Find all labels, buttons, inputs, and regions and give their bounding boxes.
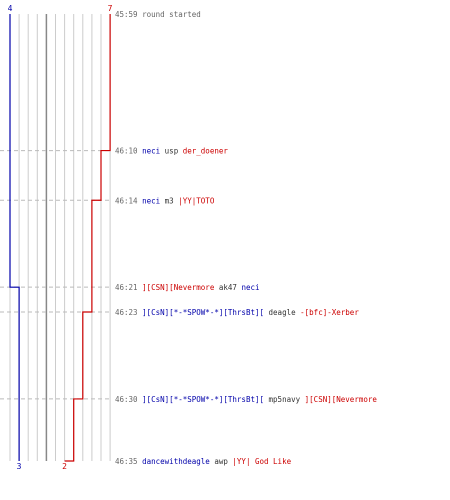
event-weapon: awp [214,457,228,466]
event-time: 46:30 [115,395,138,404]
event-weapon: deagle [269,308,297,317]
blue-team-alive-line [9,14,20,461]
event-row: 45:59 round started [115,10,201,19]
event-time: 46:21 [115,283,138,292]
event-victim: neci [241,283,259,292]
event-killer: ][CsN][*-*SPOW*-*][ThrsBt][ [142,395,264,404]
event-victim: ][CSN][Nevermore [305,395,378,404]
event-row: 46:35 dancewithdeagle awp |YY| God Like [115,457,292,466]
event-victim: |YY| God Like [232,457,291,466]
event-weapon: mp5navy [269,395,301,404]
event-row: 46:21 ][CSN][Nevermore ak47 neci [115,283,260,292]
red-team-alive-line [64,14,111,462]
event-killer: neci [142,196,160,205]
event-row: 46:14 neci m3 |YY|TOTO [115,196,215,205]
red-end-count: 2 [62,462,67,471]
event-time: 46:23 [115,308,138,317]
red-start-count: 7 [108,4,113,13]
event-killer: neci [142,147,160,156]
event-weapon: usp [165,147,179,156]
event-time: 45:59 [115,10,138,19]
event-victim: |YY|TOTO [178,196,215,205]
event-killer: dancewithdeagle [142,457,210,466]
event-killer: ][CSN][Nevermore [142,283,215,292]
event-victim: -[bfc]-Xerber [300,308,359,317]
event-weapon: m3 [165,196,174,205]
event-row: 46:10 neci usp der_doener [115,147,228,156]
event-killer: ][CsN][*-*SPOW*-*][ThrsBt][ [142,308,264,317]
event-time: 46:10 [115,147,138,156]
event-list: 45:59 round started 46:10 neci usp der_do… [115,10,377,466]
blue-end-count: 3 [17,462,22,471]
event-time: 46:14 [115,196,138,205]
event-victim: der_doener [183,147,229,156]
event-row: 46:30 ][CsN][*-*SPOW*-*][ThrsBt][ mp5nav… [115,395,377,404]
event-description: round started [142,10,201,19]
event-weapon: ak47 [219,283,237,292]
blue-start-count: 4 [8,4,13,13]
event-row: 46:23 ][CsN][*-*SPOW*-*][ThrsBt][ deagle… [115,308,359,317]
event-time: 46:35 [115,457,138,466]
lane-grid [9,14,111,461]
